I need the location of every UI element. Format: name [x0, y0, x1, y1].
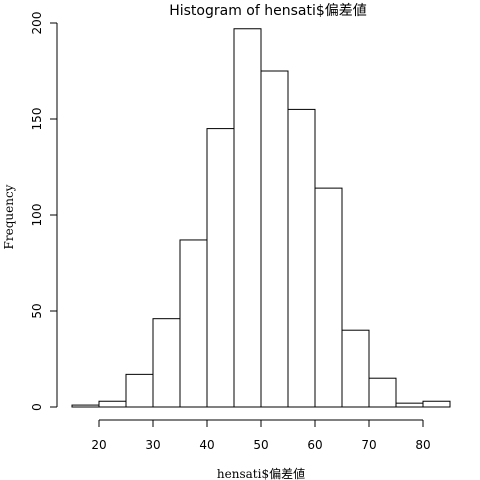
- x-axis: 20 30 40 50 60 70 80: [91, 419, 431, 452]
- histogram-bar-1: [71, 404, 100, 408]
- histogram-bar-14: [422, 400, 451, 408]
- chart-title: Histogram of hensati$偏差値: [169, 3, 367, 19]
- x-tick-label: 40: [199, 438, 214, 452]
- histogram-bar-2: [98, 400, 127, 408]
- x-tick-label: 70: [361, 438, 376, 452]
- histogram-bar-8: [260, 70, 289, 408]
- histogram-bar-9: [287, 108, 316, 408]
- y-tick-label: 150: [30, 108, 44, 131]
- histogram-bar-3: [125, 373, 154, 408]
- x-tick-label: 50: [253, 438, 268, 452]
- histogram-bar-4: [152, 318, 181, 408]
- x-tick-label: 30: [145, 438, 160, 452]
- y-tick-label: 100: [30, 204, 44, 227]
- y-tick-label: 50: [30, 303, 44, 318]
- x-tick-label: 20: [91, 438, 106, 452]
- y-axis-label: Frequency: [2, 184, 16, 249]
- histogram-bar-7: [233, 28, 262, 408]
- histogram-bar-11: [341, 329, 370, 408]
- y-tick-label: 0: [30, 403, 44, 411]
- histogram-bar-13: [395, 402, 424, 408]
- histogram-bar-6: [206, 128, 235, 408]
- y-tick-label: 200: [30, 12, 44, 35]
- x-tick-label: 80: [415, 438, 430, 452]
- bars-group: [71, 28, 451, 408]
- histogram-bar-5: [179, 239, 208, 408]
- x-axis-label: hensati$偏差値: [217, 466, 305, 480]
- y-axis: 0 50 100 150 200: [30, 12, 58, 411]
- histogram-bar-10: [314, 187, 343, 408]
- histogram-bar-12: [368, 377, 397, 408]
- x-tick-label: 60: [307, 438, 322, 452]
